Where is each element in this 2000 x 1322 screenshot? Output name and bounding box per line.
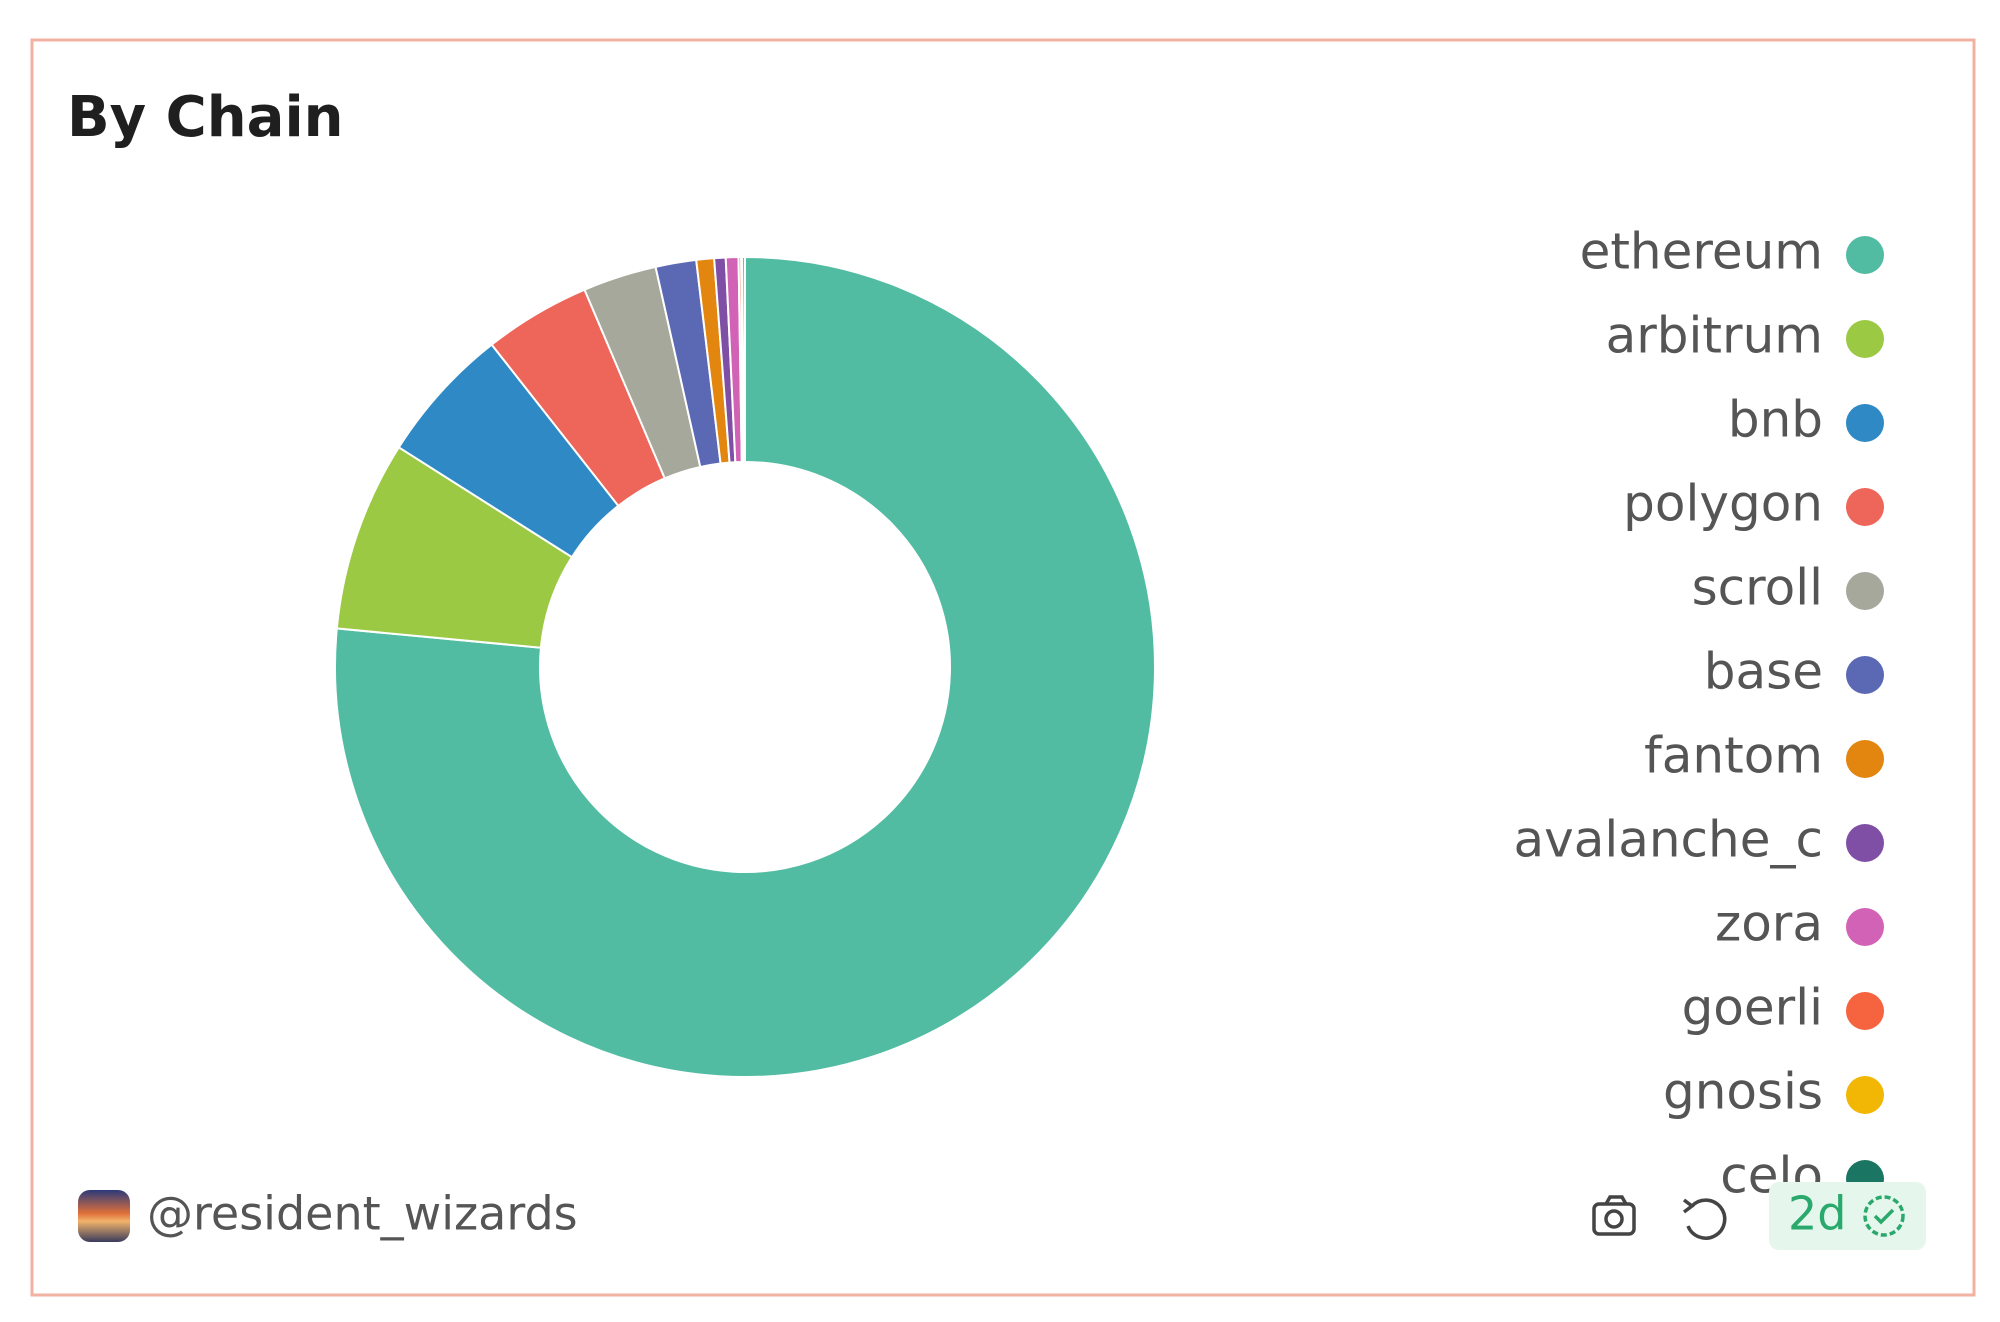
verified-icon (1863, 1195, 1905, 1237)
slice (741, 255, 746, 464)
legend-swatch (1846, 1076, 1884, 1114)
legend-swatch (1846, 572, 1884, 610)
legend-swatch (1846, 488, 1884, 526)
slice (334, 255, 1156, 1078)
legend-label: polygon (1623, 475, 1823, 533)
legend-swatch (1846, 656, 1884, 694)
legend-label: zora (1715, 895, 1823, 953)
legend-label: bnb (1728, 391, 1823, 449)
refresh-icon[interactable] (1682, 1198, 1727, 1240)
legend-label: scroll (1692, 559, 1823, 617)
legend-swatch (1846, 740, 1884, 778)
freshness-badge[interactable] (1769, 1182, 1926, 1250)
legend-label: ethereum (1580, 223, 1823, 281)
legend-label: avalanche_c (1513, 811, 1823, 869)
legend-label: arbitrum (1606, 307, 1823, 365)
chart-title: By Chain (67, 85, 344, 150)
donut (334, 255, 1156, 1078)
legend-swatch (1846, 404, 1884, 442)
legend-swatch (1846, 992, 1884, 1030)
legend-swatch (1846, 824, 1884, 862)
legend-swatch (1846, 908, 1884, 946)
legend-swatch (1846, 236, 1884, 274)
legend-label: fantom (1644, 727, 1823, 785)
legend-label: gnosis (1663, 1063, 1823, 1121)
age: 2d (1788, 1187, 1846, 1241)
legend-label: base (1704, 643, 1823, 701)
camera-icon[interactable] (1592, 1195, 1636, 1236)
legend-swatch (1846, 320, 1884, 358)
legend-label: goerli (1682, 979, 1823, 1037)
author[interactable]: @resident_wizards (147, 1187, 578, 1241)
author-avatar (78, 1190, 130, 1242)
